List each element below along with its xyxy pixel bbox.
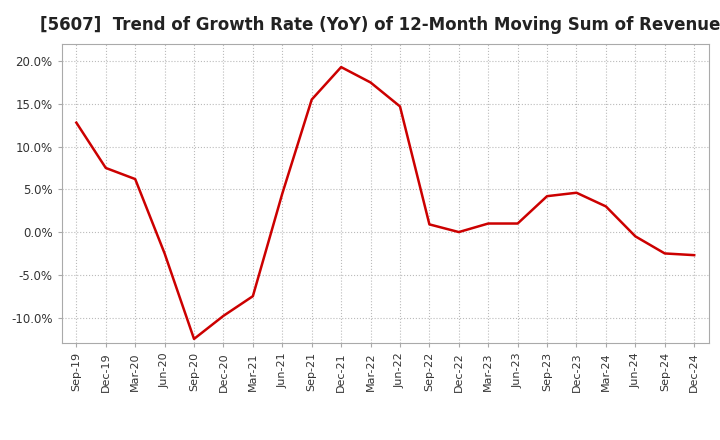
Title: [5607]  Trend of Growth Rate (YoY) of 12-Month Moving Sum of Revenues: [5607] Trend of Growth Rate (YoY) of 12-…	[40, 16, 720, 34]
